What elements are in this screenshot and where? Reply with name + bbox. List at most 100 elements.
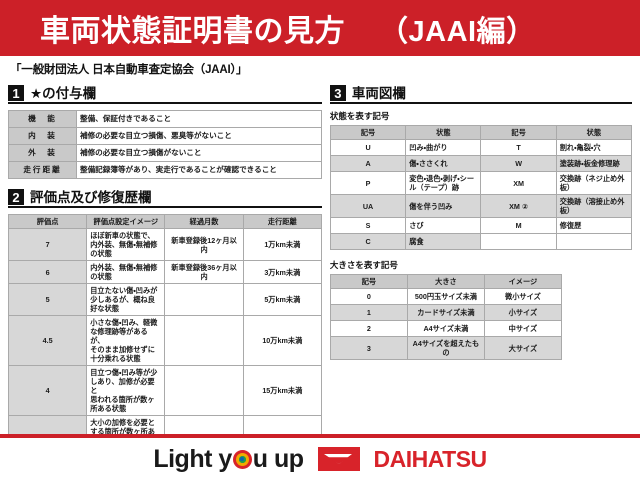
symbol-code: UA xyxy=(329,194,407,218)
symbol-code: S xyxy=(329,217,407,234)
score-value: 6 xyxy=(7,260,88,284)
table-row: U 凹み・曲がり T 割れ・亀裂・穴 xyxy=(329,139,633,156)
score-months xyxy=(164,365,244,416)
table-row: C 腐食 xyxy=(329,233,633,250)
criteria-label: 走行距離 xyxy=(8,161,77,179)
symbol-state: 傷・ささくれ xyxy=(405,155,482,172)
column-header-symbol-right: 記号 xyxy=(480,125,557,140)
state-symbols-caption: 状態を表す記号 xyxy=(329,111,390,121)
column-header-symbol-left: 記号 xyxy=(329,125,407,140)
table-row: 3 A4サイズを超えたもの 大サイズ xyxy=(329,336,562,360)
table-row: 内 装 補修の必要な目立つ損傷、悪臭等がないこと xyxy=(8,127,322,145)
score-value: 7 xyxy=(7,228,88,261)
symbol-code: A xyxy=(329,155,407,172)
score-months xyxy=(164,283,244,316)
symbol-code: P xyxy=(329,171,407,195)
score-distance: 10万km未満 xyxy=(242,315,322,366)
footer-red-rule xyxy=(0,434,640,438)
symbol-code xyxy=(480,233,557,250)
symbol-code: W xyxy=(480,155,557,172)
star-criteria-table: 機 能 整備、保証付きであること 内 装 補修の必要な目立つ損傷、悪臭等がないこ… xyxy=(8,110,322,179)
table-row: UA 傷を伴う凹み XM ② 交換跡（溶接止め外板） xyxy=(329,194,633,218)
symbol-state: 割れ・亀裂・穴 xyxy=(555,139,633,156)
size-symbols-caption: 大きさを表す記号 xyxy=(329,260,398,270)
score-months: 新車登録後36ヶ月以内 xyxy=(164,260,244,284)
section-3-title: 車両図欄 xyxy=(351,85,406,101)
column-header-state-left: 状態 xyxy=(405,125,482,140)
table-row: 1 カードサイズ未満 小サイズ xyxy=(329,304,562,321)
section-1-heading: 1 ★の付与欄 xyxy=(8,85,322,104)
score-distance: 15万km未満 xyxy=(242,365,322,416)
size-image-label: 大サイズ xyxy=(483,336,562,360)
section-2-number: 2 xyxy=(8,189,24,205)
header-band: 車両状態証明書の見方 （JAAI編） xyxy=(0,0,640,56)
column-header-months: 経過月数 xyxy=(164,214,244,229)
column-header-size-symbol: 記号 xyxy=(329,274,408,289)
score-description: 目立つ傷・凹み等が少しあり、加修が必要と 思われる箇所が数ヶ所ある状態 xyxy=(86,365,166,416)
criteria-label: 機 能 xyxy=(8,110,77,128)
table-row: A 傷・ささくれ W 塗装跡・板金修理跡 xyxy=(329,155,633,172)
section-3-number: 3 xyxy=(329,85,346,101)
page-title-main: 車両状態証明書の見方 xyxy=(40,15,345,48)
criteria-text: 補修の必要な目立つ損傷がないこと xyxy=(76,144,322,162)
score-value: 4.5 xyxy=(7,315,88,366)
symbol-state xyxy=(555,233,633,250)
score-distance: 5万km未満 xyxy=(242,283,322,316)
symbol-state: 交換跡（ネジ止め外板） xyxy=(555,171,633,195)
table-row: 走行距離 整備記録簿等があり、実走行であることが確認できること xyxy=(8,161,322,179)
symbol-state: 修復歴 xyxy=(555,217,633,234)
size-symbol-table: 記号 大きさ イメージ 0 500円玉サイズ未満 微小サイズ 1 カードサイズ未… xyxy=(329,274,562,360)
daihatsu-logo-icon xyxy=(317,447,360,471)
size-code: 0 xyxy=(329,288,408,305)
section-3-heading: 3 車両図欄 xyxy=(329,85,632,104)
symbol-code: U xyxy=(329,139,407,156)
table-row: 4.5 小さな傷・凹み、軽微な修理跡等があるが、 そのまま加修せずに十分乗れる状… xyxy=(7,315,322,366)
content-columns: 1 ★の付与欄 機 能 整備、保証付きであること 内 装 補修の必要な目立つ損傷… xyxy=(0,79,640,480)
table-header-row: 記号 大きさ イメージ xyxy=(329,274,562,289)
table-header-row: 評価点 評価点設定イメージ 経過月数 走行距離 xyxy=(7,214,322,229)
score-description: ほぼ新車の状態で、内外装、無傷・無補修の状態 xyxy=(86,228,166,261)
column-header-size: 大きさ xyxy=(406,274,485,289)
association-subtitle: 「一般財団法人 日本自動車査定協会（JAAI）」 xyxy=(10,64,248,76)
score-distance: 1万km未満 xyxy=(242,228,322,261)
symbol-code: XM xyxy=(480,171,557,195)
criteria-label: 内 装 xyxy=(8,127,77,145)
page-title: 車両状態証明書の見方 （JAAI編） xyxy=(40,6,536,50)
table-row: 0 500円玉サイズ未満 微小サイズ xyxy=(329,288,562,305)
size-code: 1 xyxy=(329,304,408,321)
symbol-state: 塗装跡・板金修理跡 xyxy=(555,155,633,172)
symbol-state: 凹み・曲がり xyxy=(405,139,482,156)
score-value: 4 xyxy=(7,365,88,416)
column-header-distance: 走行距離 xyxy=(242,214,322,229)
table-row: 4 目立つ傷・凹み等が少しあり、加修が必要と 思われる箇所が数ヶ所ある状態 15… xyxy=(7,365,322,416)
table-row: S さび M 修復歴 xyxy=(329,217,633,234)
table-row: 7 ほぼ新車の状態で、内外装、無傷・無補修の状態 新車登録後12ヶ月以内 1万k… xyxy=(7,228,322,261)
page-title-paren: （JAAI編） xyxy=(379,16,536,48)
section-1-number: 1 xyxy=(8,85,24,101)
size-threshold: A4サイズを超えたもの xyxy=(406,336,485,360)
score-distance: 3万km未満 xyxy=(242,260,322,284)
symbol-state: 傷を伴う凹み xyxy=(405,194,482,218)
slogan-text-before: Light y xyxy=(153,444,232,473)
score-value: 5 xyxy=(7,283,88,316)
footer: Light y u up DAIHATSU xyxy=(0,434,640,480)
section-2-title: 評価点及び修復歴欄 xyxy=(30,189,152,205)
size-threshold: A4サイズ未満 xyxy=(406,320,485,337)
concentric-circle-icon xyxy=(232,449,252,469)
score-months: 新車登録後12ヶ月以内 xyxy=(164,228,244,261)
criteria-text: 補修の必要な目立つ損傷、悪臭等がないこと xyxy=(76,127,322,145)
table-row: P 変色・退色・剥げ・シール（テープ）跡 XM 交換跡（ネジ止め外板） xyxy=(329,171,633,195)
size-image-label: 中サイズ xyxy=(483,320,562,337)
slogan-text-after: u up xyxy=(252,444,304,473)
left-column: 1 ★の付与欄 機 能 整備、保証付きであること 内 装 補修の必要な目立つ損傷… xyxy=(7,81,322,480)
table-row: 2 A4サイズ未満 中サイズ xyxy=(329,320,562,337)
score-months xyxy=(164,315,244,366)
column-header-score: 評価点 xyxy=(7,214,88,229)
section-2-heading: 2 評価点及び修復歴欄 xyxy=(8,189,322,208)
symbol-state: 腐食 xyxy=(405,233,482,250)
column-header-state-right: 状態 xyxy=(555,125,633,140)
table-row: 外 装 補修の必要な目立つ損傷がないこと xyxy=(8,144,322,162)
size-code: 3 xyxy=(329,336,408,360)
column-header-description: 評価点設定イメージ xyxy=(86,214,166,229)
